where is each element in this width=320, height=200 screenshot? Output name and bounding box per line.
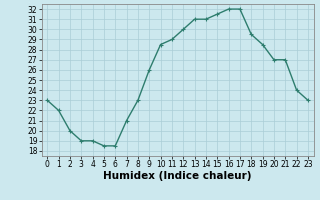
X-axis label: Humidex (Indice chaleur): Humidex (Indice chaleur) (103, 171, 252, 181)
